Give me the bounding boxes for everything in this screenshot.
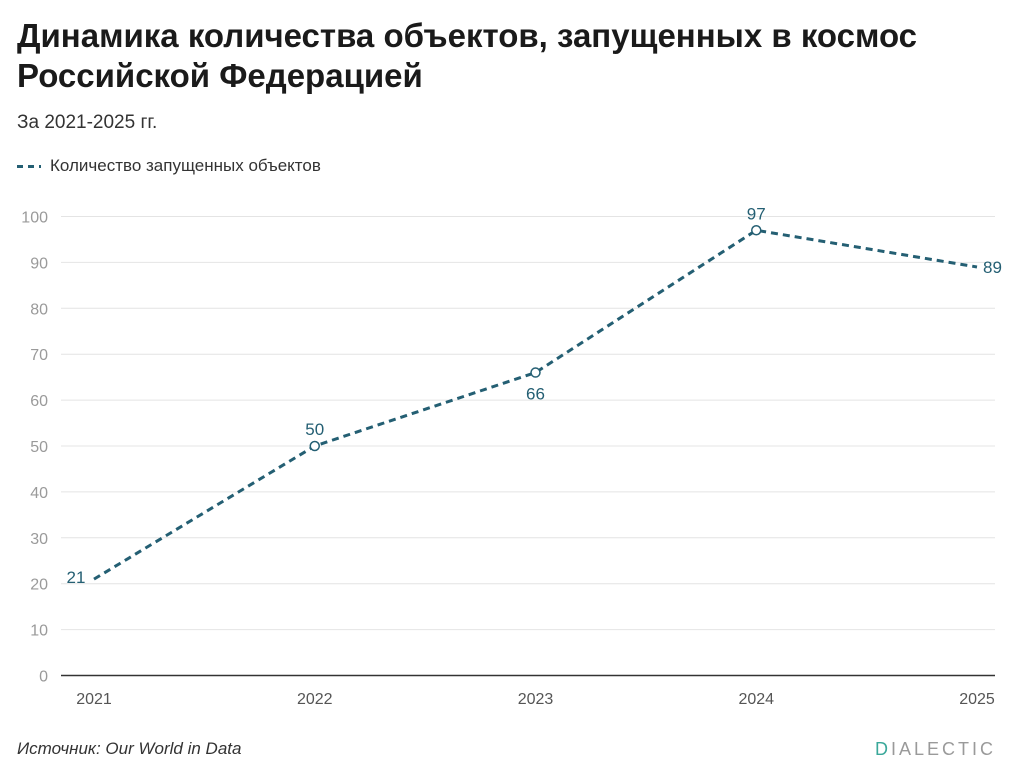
y-tick-label: 40 [30, 485, 48, 502]
y-tick-label: 30 [30, 531, 48, 548]
y-tick-label: 50 [30, 439, 48, 456]
legend-dashed-line-icon [17, 164, 41, 168]
legend-label: Количество запущенных объектов [50, 156, 321, 175]
data-label: 89 [983, 258, 1002, 277]
x-tick-label: 2021 [76, 691, 112, 708]
series-line [93, 228, 978, 581]
brand-logo: DIALECTIC [874, 739, 996, 759]
y-tick-label: 100 [21, 210, 48, 227]
data-label: 66 [526, 385, 545, 404]
legend: Количество запущенных объектов [17, 156, 321, 176]
y-tick-label: 0 [39, 669, 48, 686]
y-tick-label: 20 [30, 577, 48, 594]
chart-title: Динамика количества объектов, запущенных… [17, 17, 918, 94]
y-tick-label: 90 [30, 255, 48, 272]
data-label: 21 [67, 568, 86, 587]
data-point [530, 367, 541, 378]
data-label: 97 [747, 204, 766, 223]
x-tick-label: 2025 [959, 691, 995, 708]
y-tick-label: 60 [30, 393, 48, 410]
y-tick-label: 80 [30, 301, 48, 318]
chart-subtitle: За 2021-2025 гг. [17, 112, 158, 133]
data-label: 50 [305, 420, 324, 439]
source-note: Источник: Our World in Data [17, 739, 242, 758]
x-tick-label: 2024 [738, 691, 774, 708]
y-tick-label: 10 [30, 623, 48, 640]
data-point [309, 440, 320, 452]
y-tick-label: 70 [30, 347, 48, 364]
data-point [751, 225, 762, 236]
x-tick-label: 2023 [518, 691, 554, 708]
x-tick-label: 2022 [297, 691, 333, 708]
